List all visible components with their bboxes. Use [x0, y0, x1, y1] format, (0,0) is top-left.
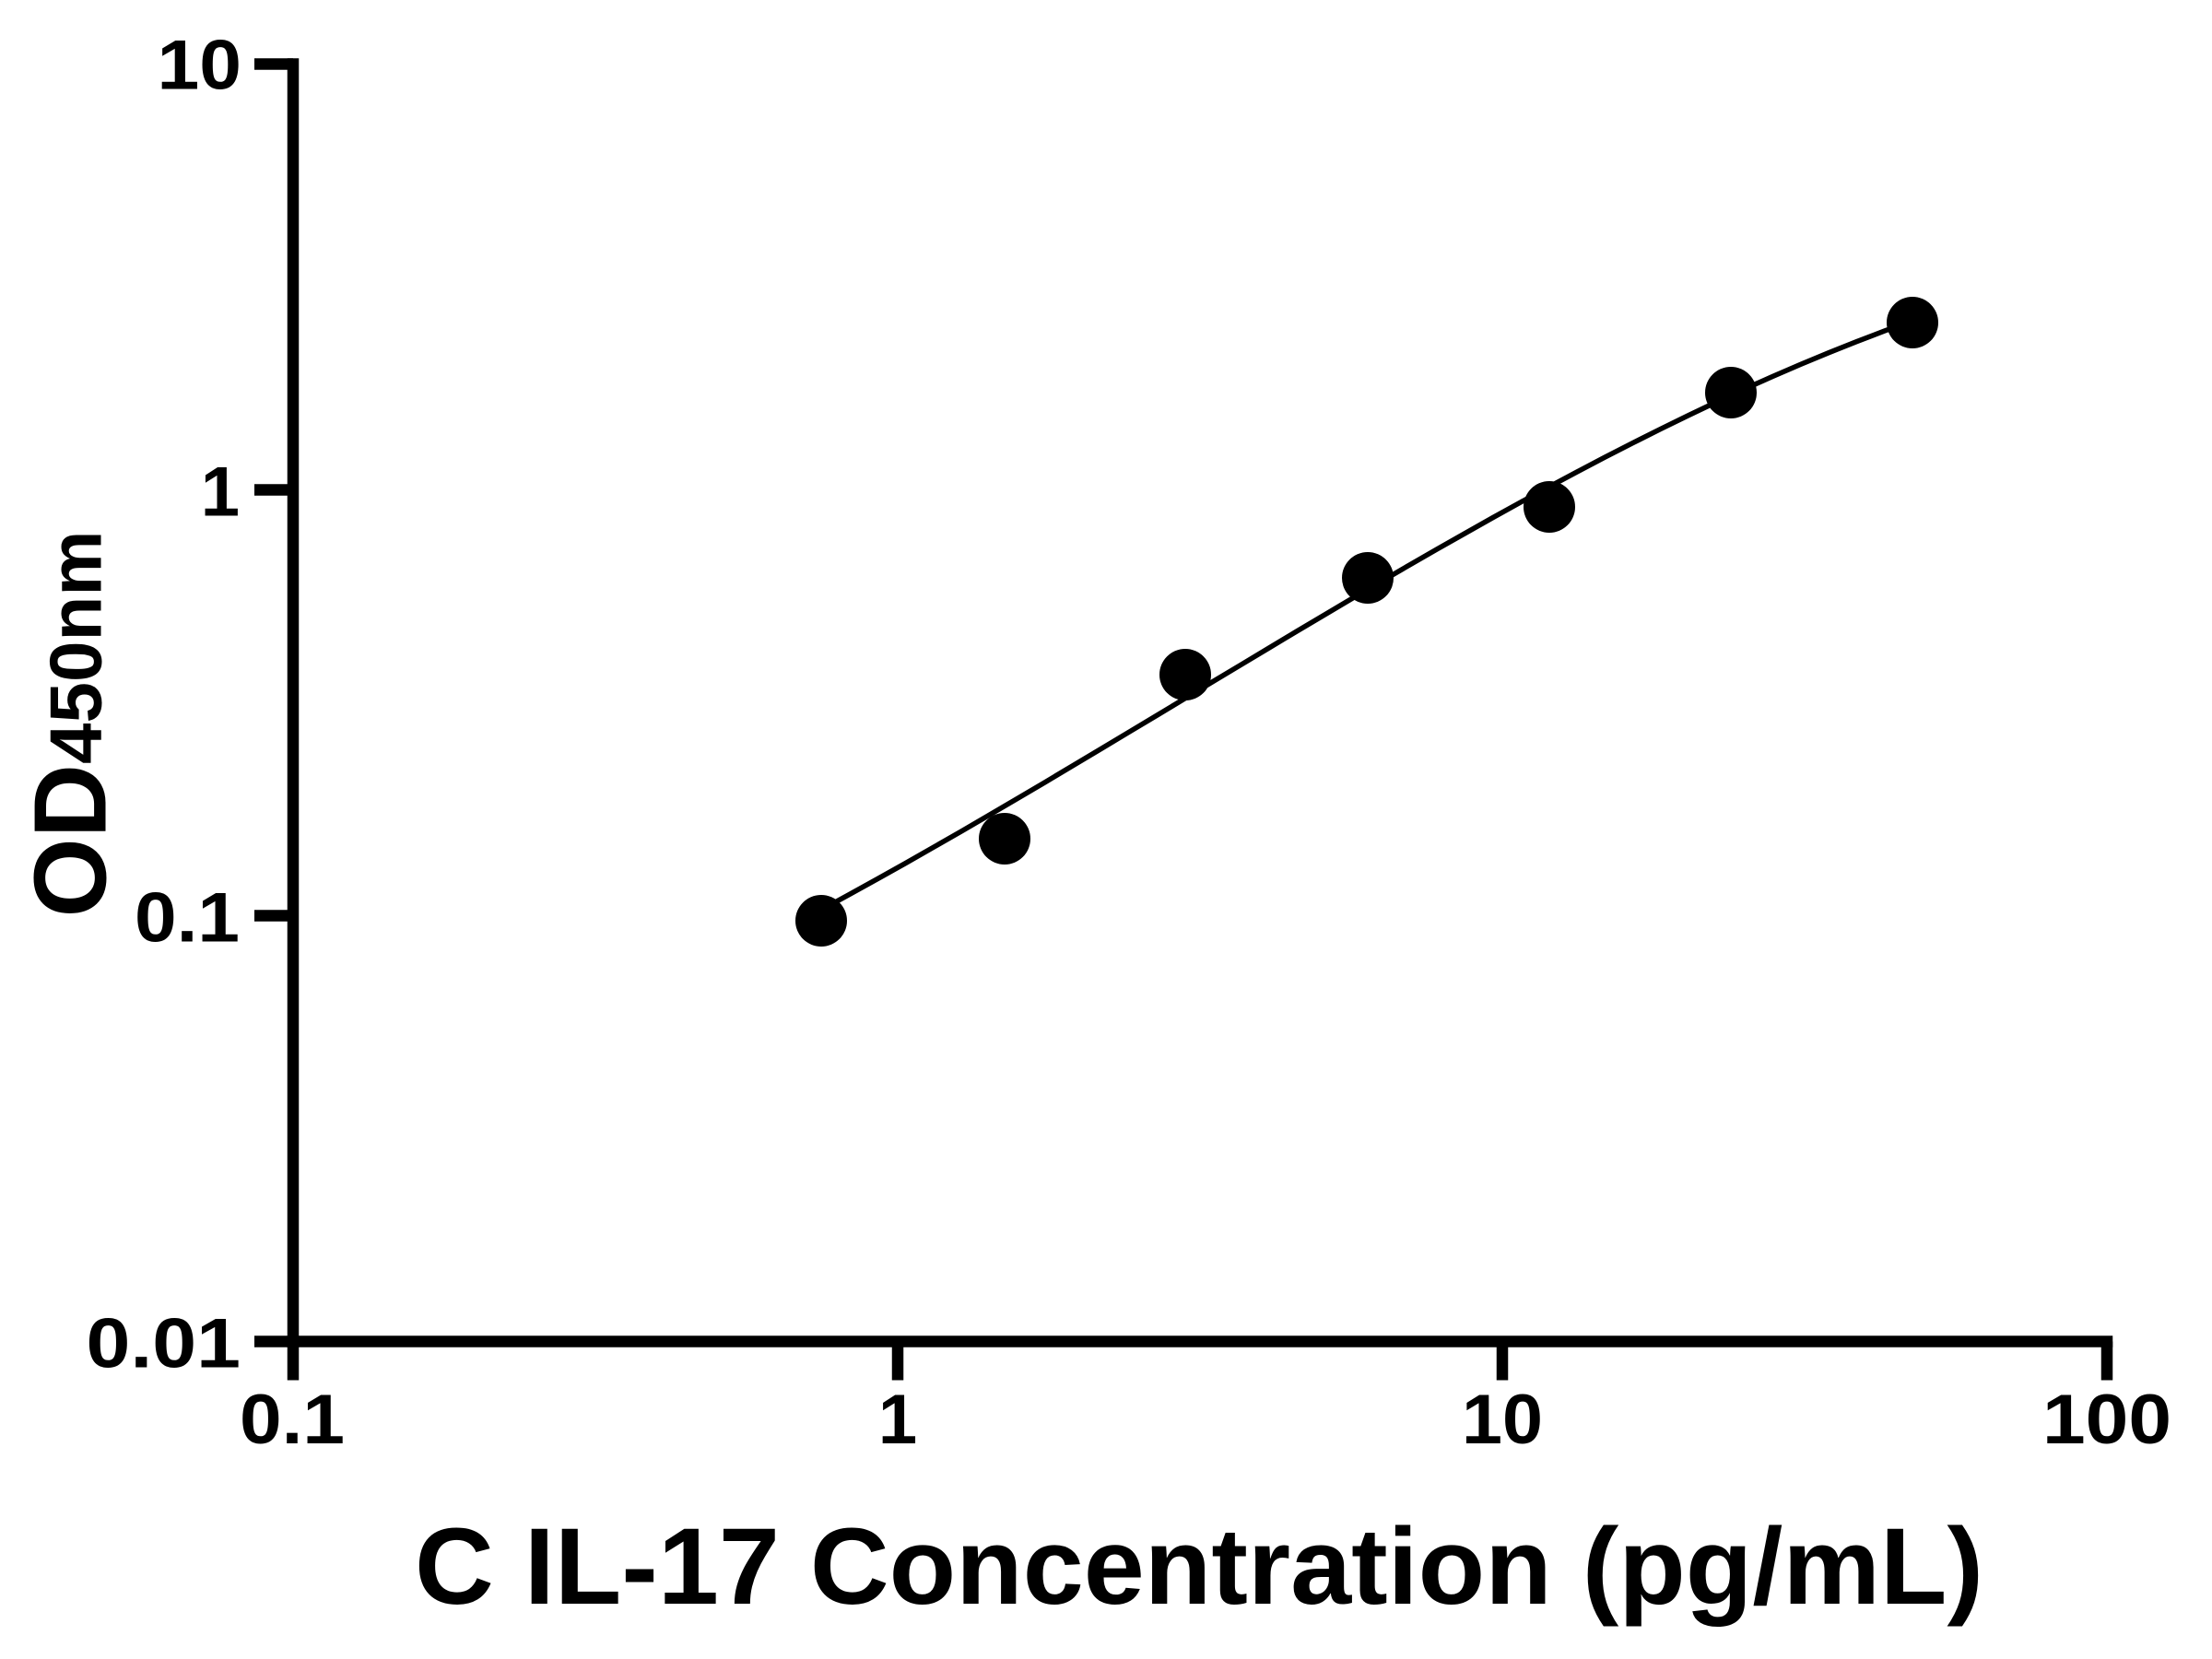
svg-text:OD450nm: OD450nm [14, 531, 128, 918]
svg-text:10: 10 [158, 27, 242, 105]
svg-text:C IL-17 Concentration (pg/mL): C IL-17 Concentration (pg/mL) [415, 1506, 1983, 1628]
svg-text:10: 10 [1462, 1381, 1543, 1459]
svg-text:0.01: 0.01 [87, 1305, 241, 1383]
svg-text:1: 1 [201, 453, 240, 532]
svg-text:0.1: 0.1 [240, 1381, 345, 1459]
svg-text:1: 1 [878, 1381, 917, 1459]
svg-text:100: 100 [2042, 1381, 2171, 1459]
svg-text:0.1: 0.1 [135, 879, 240, 958]
